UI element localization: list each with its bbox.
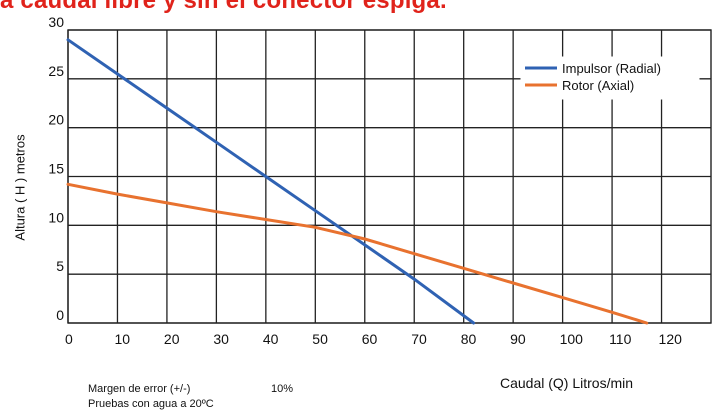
y-axis-label: Altura ( H ) metros: [12, 134, 28, 241]
x-tick-label: 40: [263, 331, 279, 347]
legend-label: Rotor (Axial): [562, 78, 634, 93]
x-tick-label: 120: [659, 331, 683, 347]
y-tick-label: 10: [48, 209, 64, 225]
x-tick-label: 100: [560, 331, 584, 347]
x-tick-label: 30: [213, 331, 229, 347]
legend: Impulsor (Radial) Rotor (Axial): [520, 56, 700, 100]
series-line-impulsor: [66, 38, 476, 325]
y-tick-label: 15: [48, 161, 64, 177]
x-tick-label: 0: [65, 331, 73, 347]
y-tick-label: 5: [56, 258, 64, 274]
y-tick-label: 0: [56, 307, 64, 323]
x-tick-label: 80: [461, 331, 477, 347]
y-tick-label: 20: [48, 112, 64, 128]
title-strip: a caudal libre y sin el conector espiga.: [0, 0, 712, 14]
error-margin-label: Margen de error (+/-): [88, 383, 191, 395]
series-line-rotor: [66, 182, 649, 325]
legend-label: Impulsor (Radial): [562, 61, 661, 76]
ticks: 0 10 20 30 40 50 60 70 80 90 100 110 120 0 5 10 15 20 25 30: [48, 14, 682, 347]
chart-title-fragment: a caudal libre y sin el conector espiga.: [0, 0, 447, 14]
x-tick-label: 10: [114, 331, 130, 347]
y-tick-label: 25: [48, 63, 64, 79]
test-conditions-note: Pruebas con agua a 20ºC: [88, 398, 214, 410]
series-layer: [66, 38, 649, 325]
x-tick-label: 50: [312, 331, 328, 347]
legend-box: [520, 56, 700, 100]
error-margin-value: 10%: [271, 383, 294, 395]
x-tick-label: 110: [609, 331, 632, 347]
y-tick-label: 30: [48, 14, 64, 30]
x-tick-label: 90: [510, 331, 526, 347]
x-axis-label: Caudal (Q) Litros/min: [500, 375, 634, 391]
x-tick-label: 60: [362, 331, 378, 347]
x-tick-label: 70: [411, 331, 427, 347]
x-tick-label: 20: [164, 331, 180, 347]
